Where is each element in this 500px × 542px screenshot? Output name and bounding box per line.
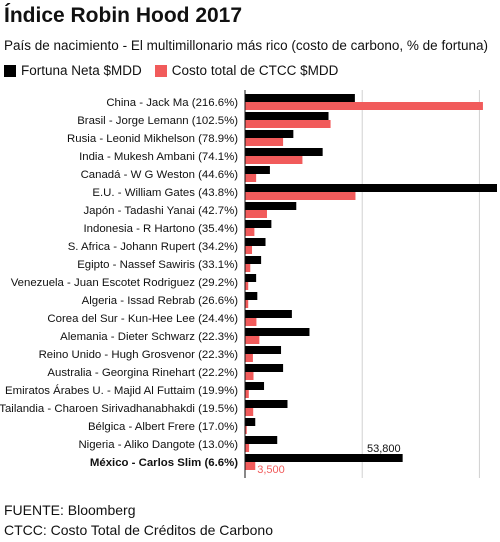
category-label: Egipto - Nassef Sawiris (33.1%)	[77, 259, 238, 271]
legend-item-carbon-cost: Costo total de CTCC $MDD	[154, 63, 339, 78]
x-tick-label: 40,000	[344, 488, 381, 490]
carbon-cost-bar	[245, 390, 249, 398]
net-worth-bar	[245, 184, 497, 192]
carbon-cost-bar	[245, 228, 255, 236]
carbon-cost-bar	[245, 192, 356, 200]
data-label: 53,800	[367, 443, 401, 455]
x-tick-label: 80,000	[461, 488, 498, 490]
net-worth-bar	[245, 436, 278, 444]
net-worth-bar	[245, 310, 292, 318]
carbon-cost-bar	[245, 102, 483, 110]
category-label: Bélgica - Albert Frere (17.0%)	[88, 421, 238, 433]
carbon-cost-bar	[245, 264, 251, 272]
legend: Fortuna Neta $MDD Costo total de CTCC $M…	[4, 63, 351, 78]
net-worth-bar	[245, 346, 282, 354]
carbon-cost-bar	[245, 354, 253, 362]
net-worth-bar	[245, 328, 310, 336]
carbon-cost-bar	[245, 462, 256, 470]
carbon-cost-bar	[245, 156, 303, 164]
net-worth-bar	[245, 292, 258, 300]
net-worth-bar	[245, 112, 329, 120]
category-label: Alemania - Dieter Schwarz (22.3%)	[60, 331, 238, 343]
carbon-cost-bar	[245, 120, 331, 128]
carbon-cost-bar	[245, 372, 254, 380]
net-worth-bar	[245, 382, 265, 390]
category-label: E.U. - William Gates (43.8%)	[92, 187, 238, 199]
net-worth-bar	[245, 220, 272, 228]
net-worth-bar	[245, 148, 323, 156]
acronym-note: CTCC: Costo Total de Créditos de Carbono	[4, 522, 273, 538]
chart-subtitle: País de nacimiento - El multimillonario …	[4, 38, 488, 53]
category-label: Indonesia - R Hartono (35.4%)	[84, 223, 239, 235]
legend-label-carbon-cost: Costo total de CTCC $MDD	[171, 63, 339, 78]
category-label: Canadá - W G Weston (44.6%)	[81, 169, 239, 181]
net-worth-bar	[245, 130, 294, 138]
category-label: Corea del Sur - Kun-Hee Lee (24.4%)	[47, 313, 238, 325]
carbon-cost-bar	[245, 246, 253, 254]
category-label: India - Mukesh Ambani (74.1%)	[79, 151, 238, 163]
category-label: Tailandia - Charoen Sirivadhanabhakdi (1…	[0, 403, 238, 415]
category-label: Algeria - Issad Rebrab (26.6%)	[82, 295, 239, 307]
bar-chart: 40,000 80,000 China - Jack Ma (216.6%) Bras…	[0, 90, 498, 490]
category-label: Rusia - Leonid Mikhelson (78.9%)	[67, 133, 238, 145]
carbon-cost-bar	[245, 426, 247, 434]
net-worth-bar	[245, 94, 355, 102]
carbon-cost-bar	[245, 174, 257, 182]
net-worth-bar	[245, 166, 270, 174]
carbon-cost-bar	[245, 300, 249, 308]
carbon-cost-bar	[245, 138, 284, 146]
net-worth-bar	[245, 256, 262, 264]
chart-title: Índice Robin Hood 2017	[4, 4, 243, 27]
carbon-cost-bar	[245, 210, 267, 218]
carbon-cost-bar	[245, 318, 257, 326]
carbon-cost-bar	[245, 282, 249, 290]
net-worth-bar	[245, 418, 256, 426]
legend-swatch-net-worth	[4, 64, 16, 77]
category-label: Nigeria - Aliko Dangote (13.0%)	[78, 439, 238, 451]
legend-label-net-worth: Fortuna Neta $MDD	[21, 63, 142, 78]
net-worth-bar	[245, 202, 297, 210]
category-label: Reino Unido - Hugh Grosvenor (22.3%)	[39, 349, 239, 361]
category-label: México - Carlos Slim (6.6%)	[90, 457, 238, 469]
net-worth-bar	[245, 400, 288, 408]
category-label: S. Africa - Johann Rupert (34.2%)	[68, 241, 239, 253]
category-label: Australia - Georgina Rinehart (22.2%)	[47, 367, 238, 379]
category-label: Brasil - Jorge Lemann (102.5%)	[77, 115, 238, 127]
net-worth-bar	[245, 454, 403, 462]
category-label: Emiratos Árabes U. - Majid Al Futtaim (1…	[5, 384, 238, 397]
net-worth-bar	[245, 274, 257, 282]
carbon-cost-bar	[245, 336, 260, 344]
net-worth-bar	[245, 364, 284, 372]
category-label: China - Jack Ma (216.6%)	[106, 97, 238, 109]
category-label: Venezuela - Juan Escotet Rodriguez (29.2…	[11, 277, 239, 289]
carbon-cost-bar	[245, 408, 254, 416]
carbon-cost-bar	[245, 444, 250, 452]
source-note: FUENTE: Bloomberg	[4, 502, 136, 518]
legend-item-net-worth: Fortuna Neta $MDD	[4, 63, 142, 78]
category-label: Japón - Tadashi Yanai (42.7%)	[83, 205, 238, 217]
legend-swatch-carbon-cost	[154, 64, 167, 77]
net-worth-bar	[245, 238, 266, 246]
data-label: 3,500	[257, 464, 285, 476]
